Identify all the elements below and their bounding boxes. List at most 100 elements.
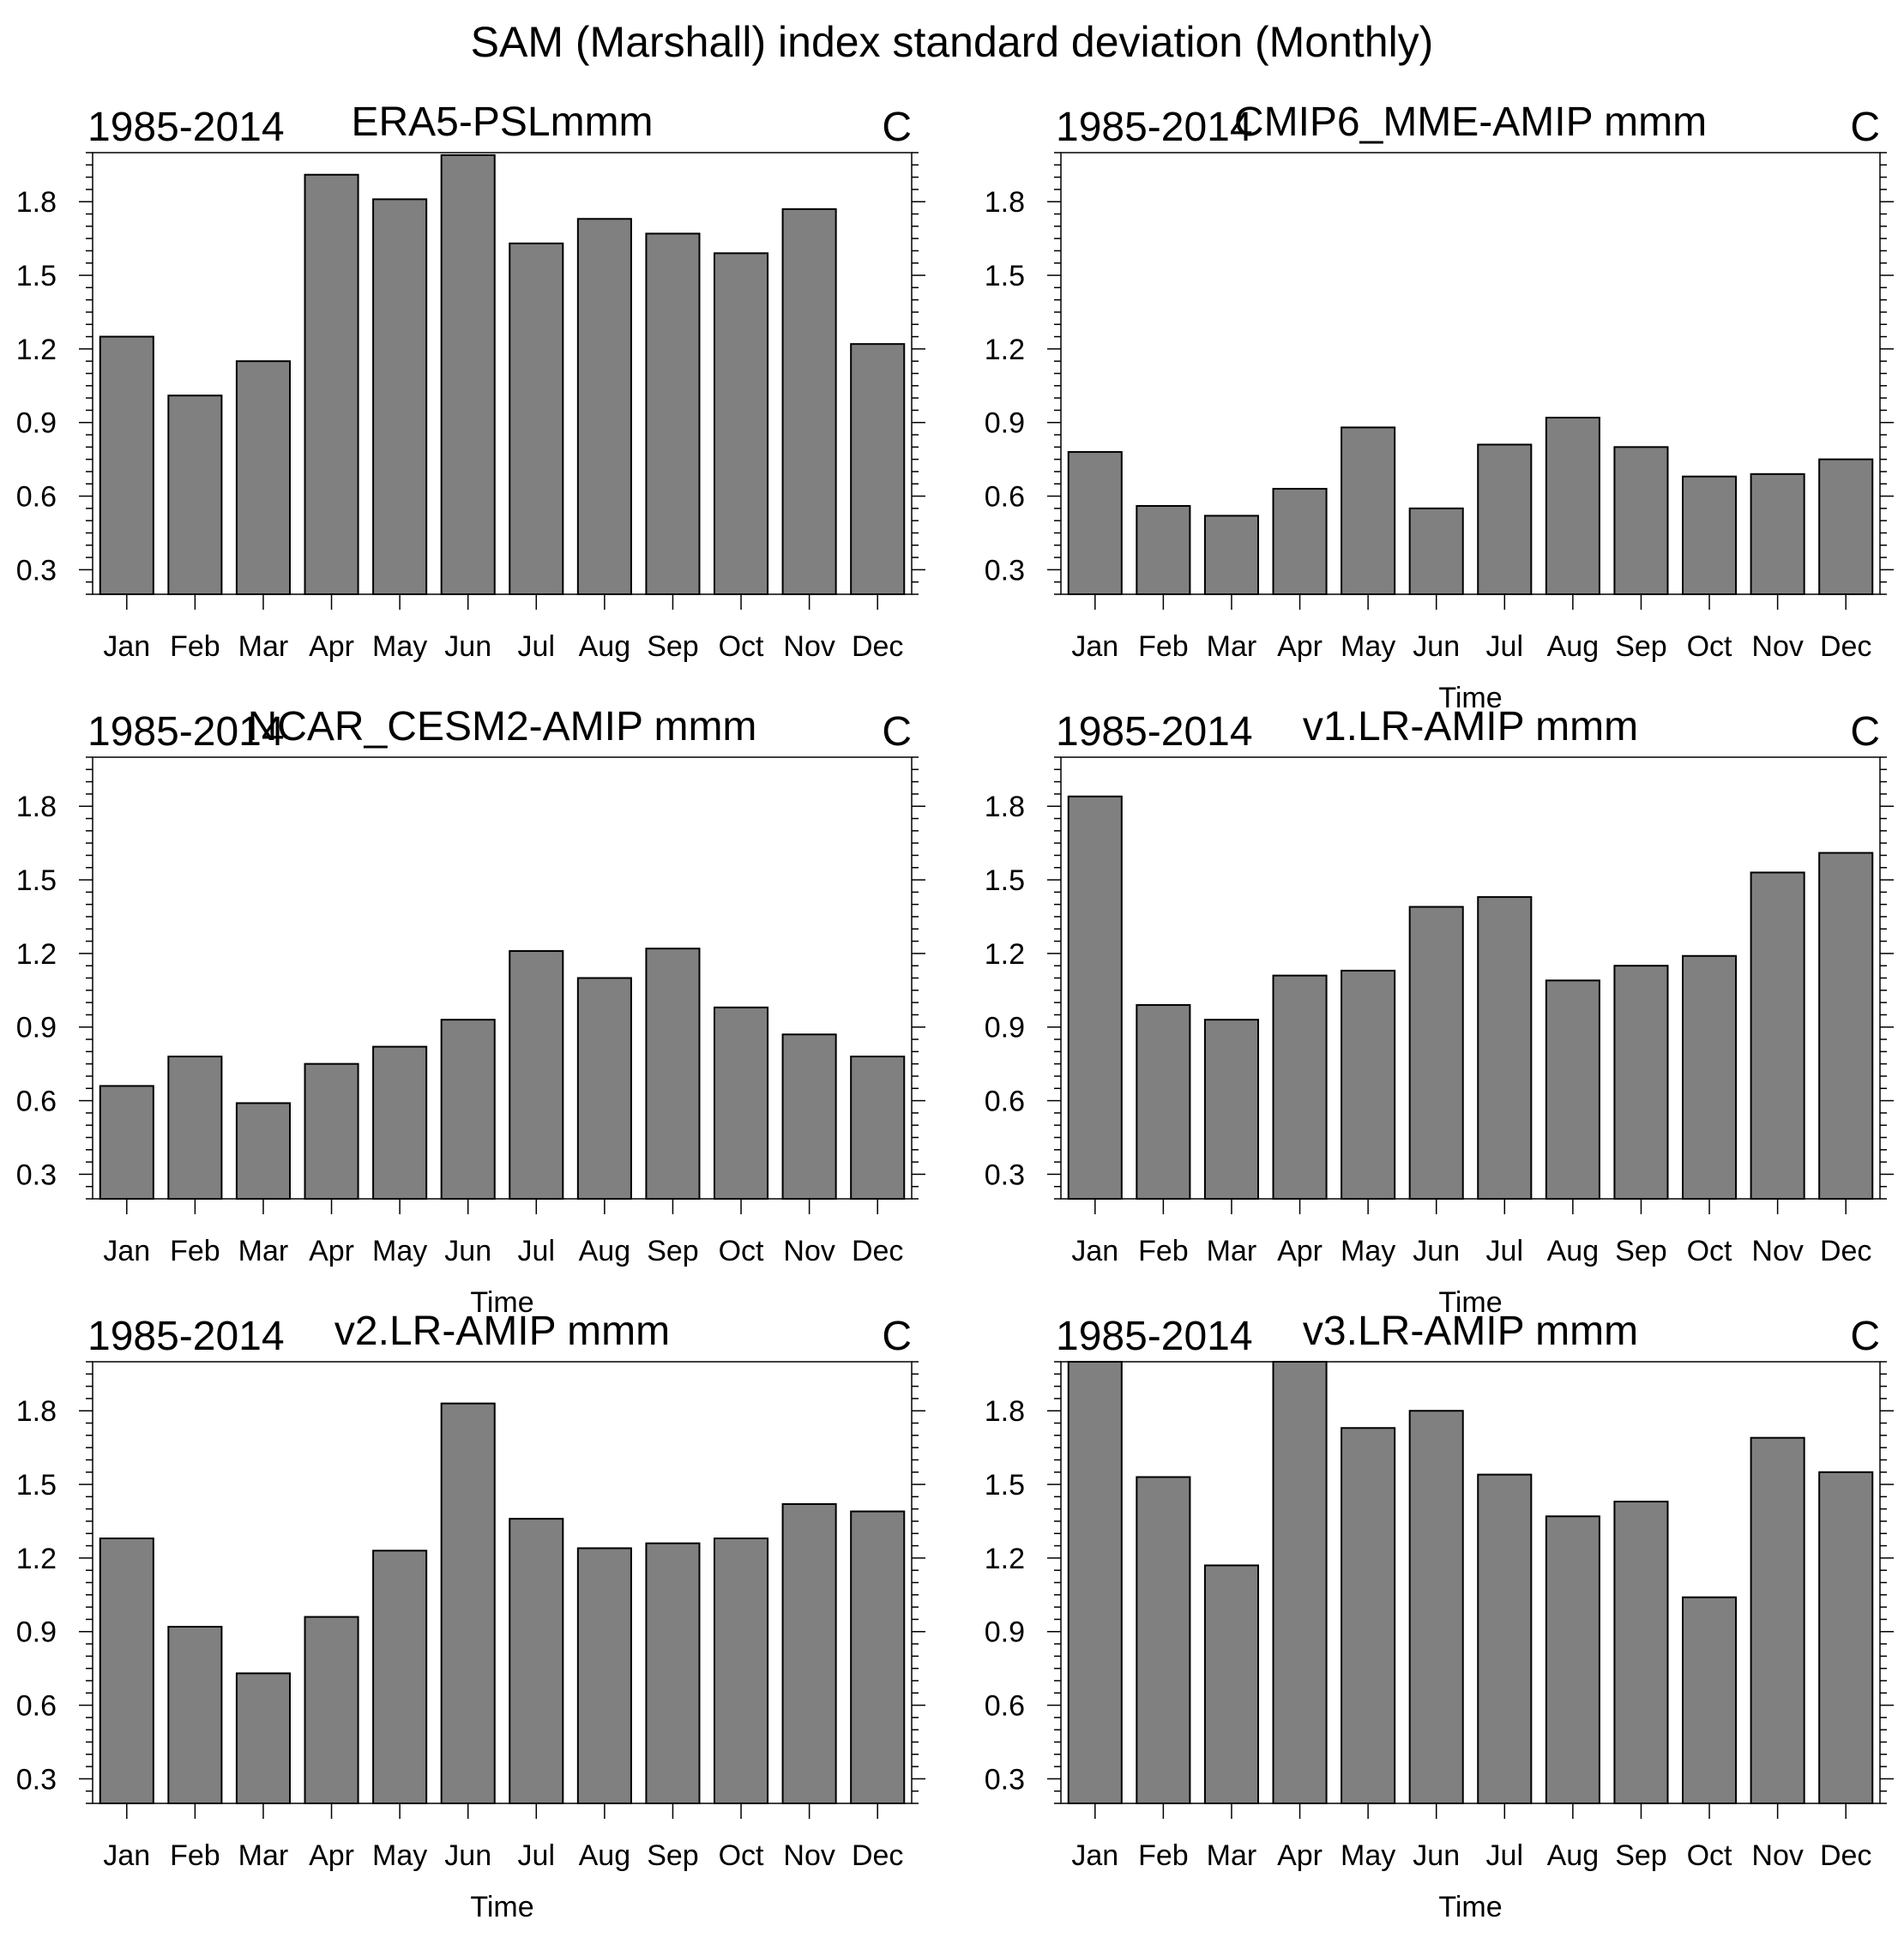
x-tick-label: Dec [852,1839,903,1872]
y-tick-label: 1.5 [16,1469,57,1502]
x-tick-label: Dec [1820,1839,1871,1872]
y-tick-label: 0.6 [985,1690,1025,1723]
panel-dataset-title: v3.LR-AMIP mmm [1303,1309,1638,1354]
x-tick-label: Dec [852,630,903,663]
panel-dataset-title: NCAR_CESM2-AMIP mmm [248,704,757,749]
bar-jul [1477,443,1533,595]
bar-dec [1818,458,1874,596]
bar-aug [576,1547,632,1804]
bar-oct [714,252,769,595]
bar-aug [1545,979,1600,1200]
panel-units-label: C [1850,105,1880,150]
x-tick-label: Jul [518,630,555,663]
bar-jan [99,1538,154,1804]
y-tick-label: 0.3 [985,1159,1025,1191]
y-tick-label: 1.8 [16,791,57,823]
y-tick-label: 0.3 [985,1763,1025,1796]
bar-jul [1477,1473,1533,1804]
bar-may [372,1045,428,1200]
x-tick-label: Aug [1547,1235,1600,1267]
bar-mar [1203,1564,1259,1804]
bar-feb [167,394,223,595]
x-tick-label: Nov [783,1235,835,1267]
x-tick-label: Oct [719,1235,764,1267]
bar-sep [1613,1501,1669,1805]
bar-feb [1136,505,1191,595]
bar-may [372,1550,428,1804]
x-tick-label: Jul [518,1839,555,1872]
x-tick-label: Mar [1207,1235,1257,1267]
bar-dec [850,1510,906,1805]
bar-dec [850,1056,906,1200]
y-tick-label: 0.6 [16,481,57,514]
y-tick-label: 1.2 [16,334,57,366]
bar-nov [781,1033,837,1200]
bar-feb [167,1056,223,1200]
bar-jan [99,335,154,595]
bar-jun [1408,1410,1464,1804]
bar-nov [1750,871,1805,1200]
bar-mar [235,1102,291,1200]
y-tick-label: 1.8 [985,1395,1025,1428]
x-tick-label: Apr [1277,1839,1323,1872]
x-tick-label: Aug [579,1235,631,1267]
bar-jul [1477,896,1533,1201]
y-tick-label: 0.9 [16,1616,57,1649]
x-tick-label: May [372,630,427,663]
bar-mar [235,360,291,595]
bar-nov [781,208,837,596]
y-tick-label: 0.9 [985,1012,1025,1044]
bar-apr [304,173,359,595]
x-tick-label: Jul [518,1235,555,1267]
bar-mar [1203,1019,1259,1201]
bar-jan [99,1085,154,1201]
bar-sep [645,232,701,595]
x-axis-title: Time [470,1891,533,1923]
x-tick-label: Aug [579,1839,631,1872]
x-tick-label: Feb [1138,630,1189,663]
x-tick-label: Nov [1751,1235,1803,1267]
x-tick-label: Dec [1820,630,1871,663]
x-axis-title: Time [1438,1286,1502,1319]
bar-may [1341,1427,1396,1804]
chart-panel-1: 0.3 0.6 0.9 1.2 1.5 1.8 Jan Feb Mar Apr May Jun Jul A… [16,99,925,663]
x-tick-label: Apr [309,1839,354,1872]
x-tick-label: Oct [1687,1235,1732,1267]
chart-panel-4: 0.3 0.6 0.9 1.2 1.5 1.8 Jan Feb Mar Apr May Jun Jul A… [985,704,1894,1319]
bar-sep [1613,446,1669,595]
bar-sep [1613,965,1669,1200]
y-tick-label: 1.8 [985,791,1025,823]
y-tick-label: 0.6 [16,1690,57,1723]
bar-jun [440,1402,496,1805]
x-tick-label: May [1341,630,1395,663]
bar-feb [1136,1476,1191,1804]
x-tick-label: May [372,1235,427,1267]
x-tick-label: Jun [1413,630,1460,663]
bar-apr [304,1062,359,1201]
bar-aug [1545,1515,1600,1804]
y-tick-label: 0.9 [985,1616,1025,1649]
x-axis-title: Time [470,1286,533,1319]
x-tick-label: Aug [579,630,631,663]
x-tick-label: Jun [444,1839,491,1872]
bar-oct [1682,475,1738,596]
bar-oct [714,1538,769,1804]
bar-apr [304,1616,359,1804]
x-tick-label: Nov [783,630,835,663]
figure-title: SAM (Marshall) index standard deviation … [471,18,1434,66]
x-tick-label: Jul [1486,1235,1523,1267]
y-tick-label: 1.5 [985,1469,1025,1502]
x-tick-label: Jun [1413,1235,1460,1267]
x-tick-label: Jan [103,1235,150,1267]
panel-dataset-title: CMIP6_MME-AMIP mmm [1234,99,1707,145]
bar-jun [1408,906,1464,1201]
bar-jun [1408,507,1464,595]
x-tick-label: Dec [1820,1235,1871,1267]
chart-panel-6: 0.3 0.6 0.9 1.2 1.5 1.8 Jan Feb Mar Apr May Jun Jul A… [985,1309,1894,1923]
x-tick-label: Nov [1751,630,1803,663]
chart-panel-2: 0.3 0.6 0.9 1.2 1.5 1.8 Jan Feb Mar Apr May Jun Jul A… [985,99,1894,714]
x-tick-label: Jun [1413,1839,1460,1872]
x-tick-label: Feb [1138,1235,1189,1267]
x-tick-label: May [372,1839,427,1872]
bar-jan [1067,795,1123,1200]
